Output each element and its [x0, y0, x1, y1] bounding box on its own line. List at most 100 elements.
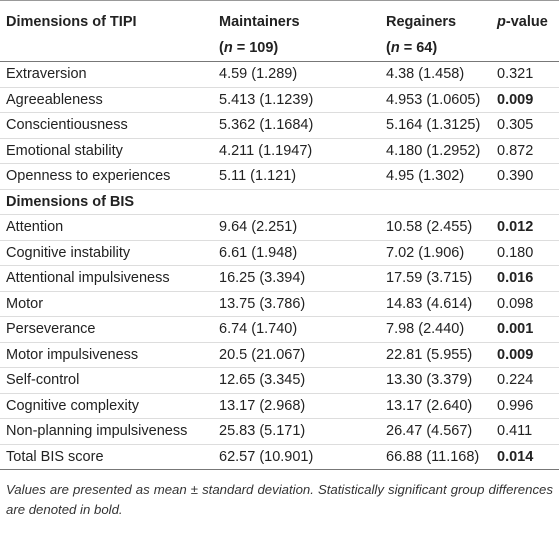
data-row: Conscientiousness 5.362 (1.1684) 5.164 (1.… — [0, 112, 559, 139]
data-row: Perseverance 6.74 (1.740) 7.98 (2.440) 0.00… — [0, 316, 559, 343]
header-text: p — [497, 14, 506, 30]
cell: 4.59 (1.289) — [213, 61, 380, 88]
cell: 13.17 (2.968) — [213, 393, 380, 419]
row-label: Non-planning impulsiveness — [0, 418, 213, 445]
data-row: Total BIS score 62.57 (10.901) 66.88 (11.1… — [0, 444, 559, 470]
cell: 16.25 (3.394) — [213, 265, 380, 292]
cell: 0.001 — [491, 316, 559, 343]
header-line: Dimensions of TIPI — [6, 9, 213, 35]
cell: 7.02 (1.906) — [380, 240, 491, 266]
cell: 0.390 — [491, 163, 559, 190]
row-label: Emotional stability — [0, 138, 213, 164]
cell: 4.95 (1.302) — [380, 163, 491, 190]
cell: 20.5 (21.067) — [213, 342, 380, 368]
row-label: Openness to experiences — [0, 163, 213, 190]
cell: 4.953 (1.0605) — [380, 87, 491, 113]
footnote: Values are presented as mean ± standard … — [6, 482, 553, 517]
data-row: Attentional impulsiveness 16.25 (3.394) 17… — [0, 265, 559, 292]
header-text: Dimensions of TIPI — [6, 14, 137, 30]
header-line: p-value — [497, 9, 559, 35]
cell: 62.57 (10.901) — [213, 444, 380, 470]
cell: 26.47 (4.567) — [380, 418, 491, 445]
cell: 0.180 — [491, 240, 559, 266]
header-line: (n = 64) — [386, 35, 491, 61]
data-row: Emotional stability 4.211 (1.1947) 4.180 (… — [0, 138, 559, 164]
cell: 0.009 — [491, 342, 559, 368]
cell: 5.164 (1.3125) — [380, 112, 491, 139]
row-label: Self-control — [0, 367, 213, 394]
data-row: Agreeableness 5.413 (1.1239) 4.953 (1.0605… — [0, 87, 559, 113]
results-table: Dimensions of TIPI Maintainers (n = 109) Re… — [0, 0, 559, 470]
row-label: Total BIS score — [0, 444, 213, 470]
data-row: Cognitive instability 6.61 (1.948) 7.02 (1… — [0, 240, 559, 266]
table-header: Dimensions of TIPI Maintainers (n = 109) Re… — [0, 0, 559, 62]
cell: 17.59 (3.715) — [380, 265, 491, 292]
cell: 0.996 — [491, 393, 559, 419]
header-text: = 64) — [399, 40, 438, 56]
section-row: Dimensions of BIS — [0, 189, 559, 215]
data-row: Non-planning impulsiveness 25.83 (5.171) 2… — [0, 418, 559, 445]
cell: 0.411 — [491, 418, 559, 445]
column-header: p-value — [491, 0, 559, 62]
cell: 0.012 — [491, 214, 559, 241]
cell: 13.17 (2.640) — [380, 393, 491, 419]
header-text: ( — [386, 40, 391, 56]
header-text: ( — [219, 40, 224, 56]
header-line: Regainers — [386, 9, 491, 35]
header-row: Dimensions of TIPI Maintainers (n = 109) Re… — [0, 0, 559, 62]
table-body: Extraversion 4.59 (1.289) 4.38 (1.458) 0.32… — [0, 61, 559, 470]
cell: 5.362 (1.1684) — [213, 112, 380, 139]
header-text: -value — [505, 14, 548, 30]
header-line: Maintainers — [219, 9, 380, 35]
cell: 4.38 (1.458) — [380, 61, 491, 88]
cell: 0.872 — [491, 138, 559, 164]
section-header: Dimensions of BIS — [0, 189, 559, 215]
column-header: Regainers (n = 64) — [380, 0, 491, 62]
cell: 66.88 (11.168) — [380, 444, 491, 470]
row-label: Perseverance — [0, 316, 213, 343]
data-row: Attention 9.64 (2.251) 10.58 (2.455) 0.012 — [0, 214, 559, 241]
cell: 12.65 (3.345) — [213, 367, 380, 394]
cell: 4.211 (1.1947) — [213, 138, 380, 164]
cell: 14.83 (4.614) — [380, 291, 491, 317]
column-header: Dimensions of TIPI — [0, 0, 213, 62]
data-row: Motor 13.75 (3.786) 14.83 (4.614) 0.098 — [0, 291, 559, 317]
cell: 0.014 — [491, 444, 559, 470]
row-label: Conscientiousness — [0, 112, 213, 139]
cell: 0.016 — [491, 265, 559, 292]
cell: 4.180 (1.2952) — [380, 138, 491, 164]
header-text: = 109) — [232, 40, 279, 56]
row-label: Motor impulsiveness — [0, 342, 213, 368]
cell: 0.224 — [491, 367, 559, 394]
cell: 0.098 — [491, 291, 559, 317]
cell: 0.305 — [491, 112, 559, 139]
data-row: Extraversion 4.59 (1.289) 4.38 (1.458) 0.32… — [0, 61, 559, 88]
cell: 7.98 (2.440) — [380, 316, 491, 343]
cell: 10.58 (2.455) — [380, 214, 491, 241]
row-label: Attention — [0, 214, 213, 241]
cell: 13.30 (3.379) — [380, 367, 491, 394]
cell: 0.321 — [491, 61, 559, 88]
header-text: Regainers — [386, 14, 457, 30]
cell: 13.75 (3.786) — [213, 291, 380, 317]
header-text: n — [390, 40, 400, 56]
cell: 9.64 (2.251) — [213, 214, 380, 241]
cell: 22.81 (5.955) — [380, 342, 491, 368]
cell: 5.11 (1.121) — [213, 163, 380, 190]
data-row: Openness to experiences 5.11 (1.121) 4.95 … — [0, 163, 559, 190]
row-label: Agreeableness — [0, 87, 213, 113]
row-label: Motor — [0, 291, 213, 317]
cell: 6.61 (1.948) — [213, 240, 380, 266]
column-header: Maintainers (n = 109) — [213, 0, 380, 62]
data-row: Cognitive complexity 13.17 (2.968) 13.17 (… — [0, 393, 559, 419]
data-row: Motor impulsiveness 20.5 (21.067) 22.81 (5… — [0, 342, 559, 368]
cell: 25.83 (5.171) — [213, 418, 380, 445]
header-text: n — [223, 40, 233, 56]
cell: 6.74 (1.740) — [213, 316, 380, 343]
row-label: Attentional impulsiveness — [0, 265, 213, 292]
data-row: Self-control 12.65 (3.345) 13.30 (3.379) 0.… — [0, 367, 559, 394]
row-label: Cognitive complexity — [0, 393, 213, 419]
cell: 5.413 (1.1239) — [213, 87, 380, 113]
row-label: Cognitive instability — [0, 240, 213, 266]
